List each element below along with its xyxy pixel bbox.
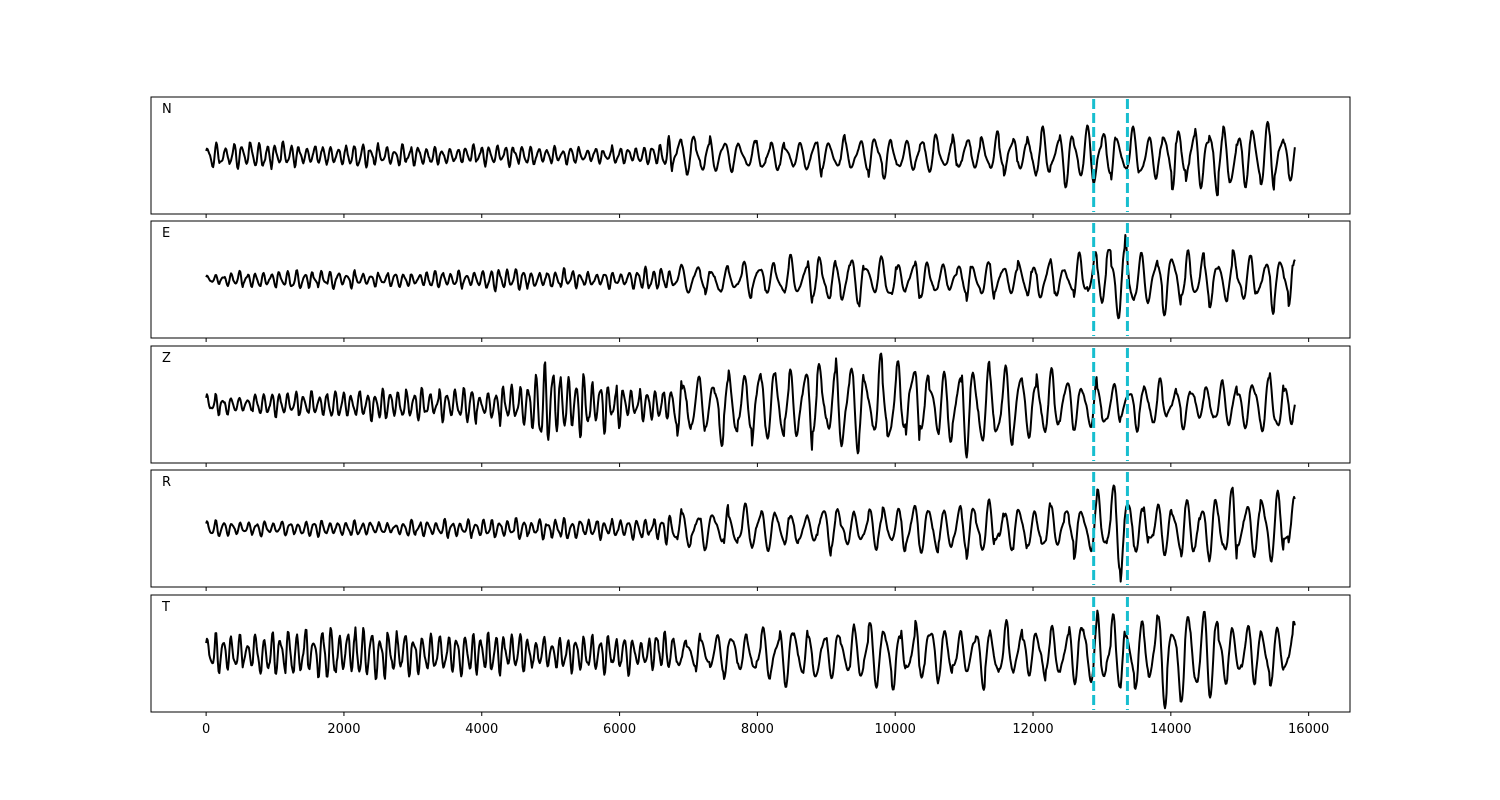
- panel-frame: [150, 469, 1351, 588]
- x-tick-label: 14000: [1150, 722, 1191, 737]
- x-tick-label: 10000: [875, 722, 916, 737]
- panel-z: Z: [150, 345, 1351, 467]
- x-tick-label: 6000: [603, 722, 636, 737]
- panels: N E Z R T: [150, 96, 1351, 716]
- panel-label-e: E: [162, 226, 170, 241]
- panel-frame: [150, 345, 1351, 464]
- panel-t: T: [150, 594, 1351, 716]
- waveform-e: [205, 233, 1296, 320]
- x-axis: 0 2000 4000 6000 8000 10000 12000 14000 16000: [202, 722, 1329, 737]
- panel-frame: [150, 96, 1351, 215]
- x-tick-label: 0: [202, 722, 210, 737]
- x-tick-label: 2000: [327, 722, 360, 737]
- panel-label-z: Z: [162, 351, 171, 366]
- waveform-z: [205, 352, 1296, 459]
- panel-label-r: R: [162, 475, 171, 490]
- panel-r: R: [150, 469, 1351, 591]
- panel-e: E: [150, 220, 1351, 342]
- x-tick-label: 8000: [741, 722, 774, 737]
- panel-frame: [150, 220, 1351, 339]
- waveform-n: [205, 120, 1296, 197]
- waveform-t: [205, 609, 1296, 710]
- waveform-r: [205, 484, 1296, 583]
- panel-frame: [150, 594, 1351, 713]
- panel-label-t: T: [161, 600, 170, 615]
- panel-label-n: N: [162, 102, 172, 117]
- x-tick-label: 12000: [1012, 722, 1053, 737]
- x-tick-label: 4000: [465, 722, 498, 737]
- x-tick-label: 16000: [1288, 722, 1329, 737]
- panel-n: N: [150, 96, 1351, 218]
